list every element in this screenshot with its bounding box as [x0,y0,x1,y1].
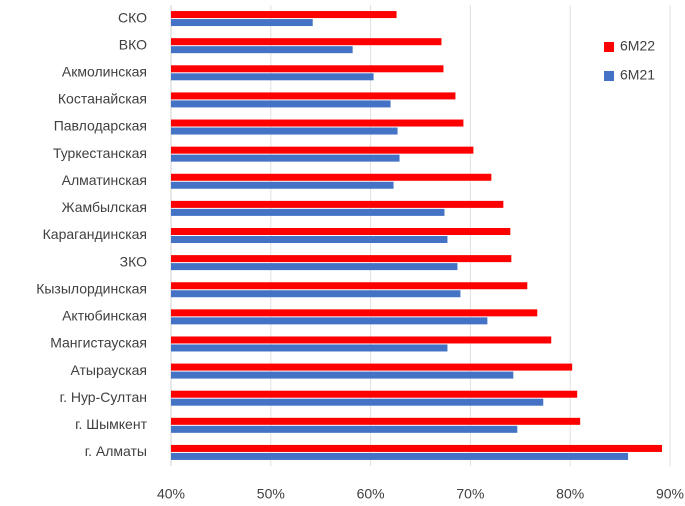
y-tick-label: г. Нур-Султан [60,389,147,405]
bar [171,119,464,127]
y-tick-label: Кызылординская [36,280,147,296]
bar [171,19,313,27]
bar [171,398,544,406]
legend-swatch [604,42,614,52]
bar [171,92,456,100]
y-tick-label: г. Шымкент [75,416,147,432]
y-tick-label: ЗКО [120,253,147,269]
x-tick-label: 70% [456,486,484,502]
bar [171,228,511,235]
bar [171,336,552,344]
y-tick-label: Алматинская [62,172,147,188]
y-tick-label: Атырауская [70,362,147,378]
y-tick-label: Карагандинская [43,226,147,242]
bar [171,390,578,398]
x-tick-label: 50% [257,486,285,502]
bar [171,452,629,460]
bar [171,181,394,189]
bar [171,255,512,263]
bar [171,371,514,379]
bar [171,363,573,371]
bar [171,11,397,19]
y-tick-label: Павлодарская [54,118,147,134]
y-tick-label: Акмолинская [62,63,147,79]
bar [171,309,538,317]
bar [171,154,400,162]
bar [171,425,518,433]
bar [171,173,492,181]
bar [171,444,663,452]
x-tick-label: 80% [556,486,584,502]
y-tick-label: СКО [118,9,147,25]
x-tick-label: 90% [656,486,684,502]
bar [171,200,504,208]
bar [171,38,442,46]
bar [171,317,488,325]
y-tick-label: Костанайская [58,91,147,107]
legend-label: 6M21 [620,67,655,83]
legend-swatch [604,71,614,81]
bar [171,208,445,216]
bar [171,127,398,135]
x-tick-label: 40% [157,486,185,502]
y-tick-label: г. Алматы [85,443,147,459]
bar [171,65,444,73]
bar [171,417,581,425]
bar [171,344,448,352]
bar [171,290,461,298]
bar [171,100,391,108]
y-tick-label: Жамбылская [62,199,147,215]
bar [171,263,458,271]
bar [171,236,448,243]
y-tick-label: Туркестанская [53,145,147,161]
bar [171,282,528,290]
y-tick-label: Актюбинская [62,308,147,324]
y-tick-label: Мангистауская [50,335,147,351]
bar [171,73,374,81]
y-tick-label: ВКО [119,36,147,52]
x-tick-label: 60% [357,486,385,502]
bar [171,146,474,154]
legend-label: 6M22 [620,38,655,54]
bar [171,46,353,54]
